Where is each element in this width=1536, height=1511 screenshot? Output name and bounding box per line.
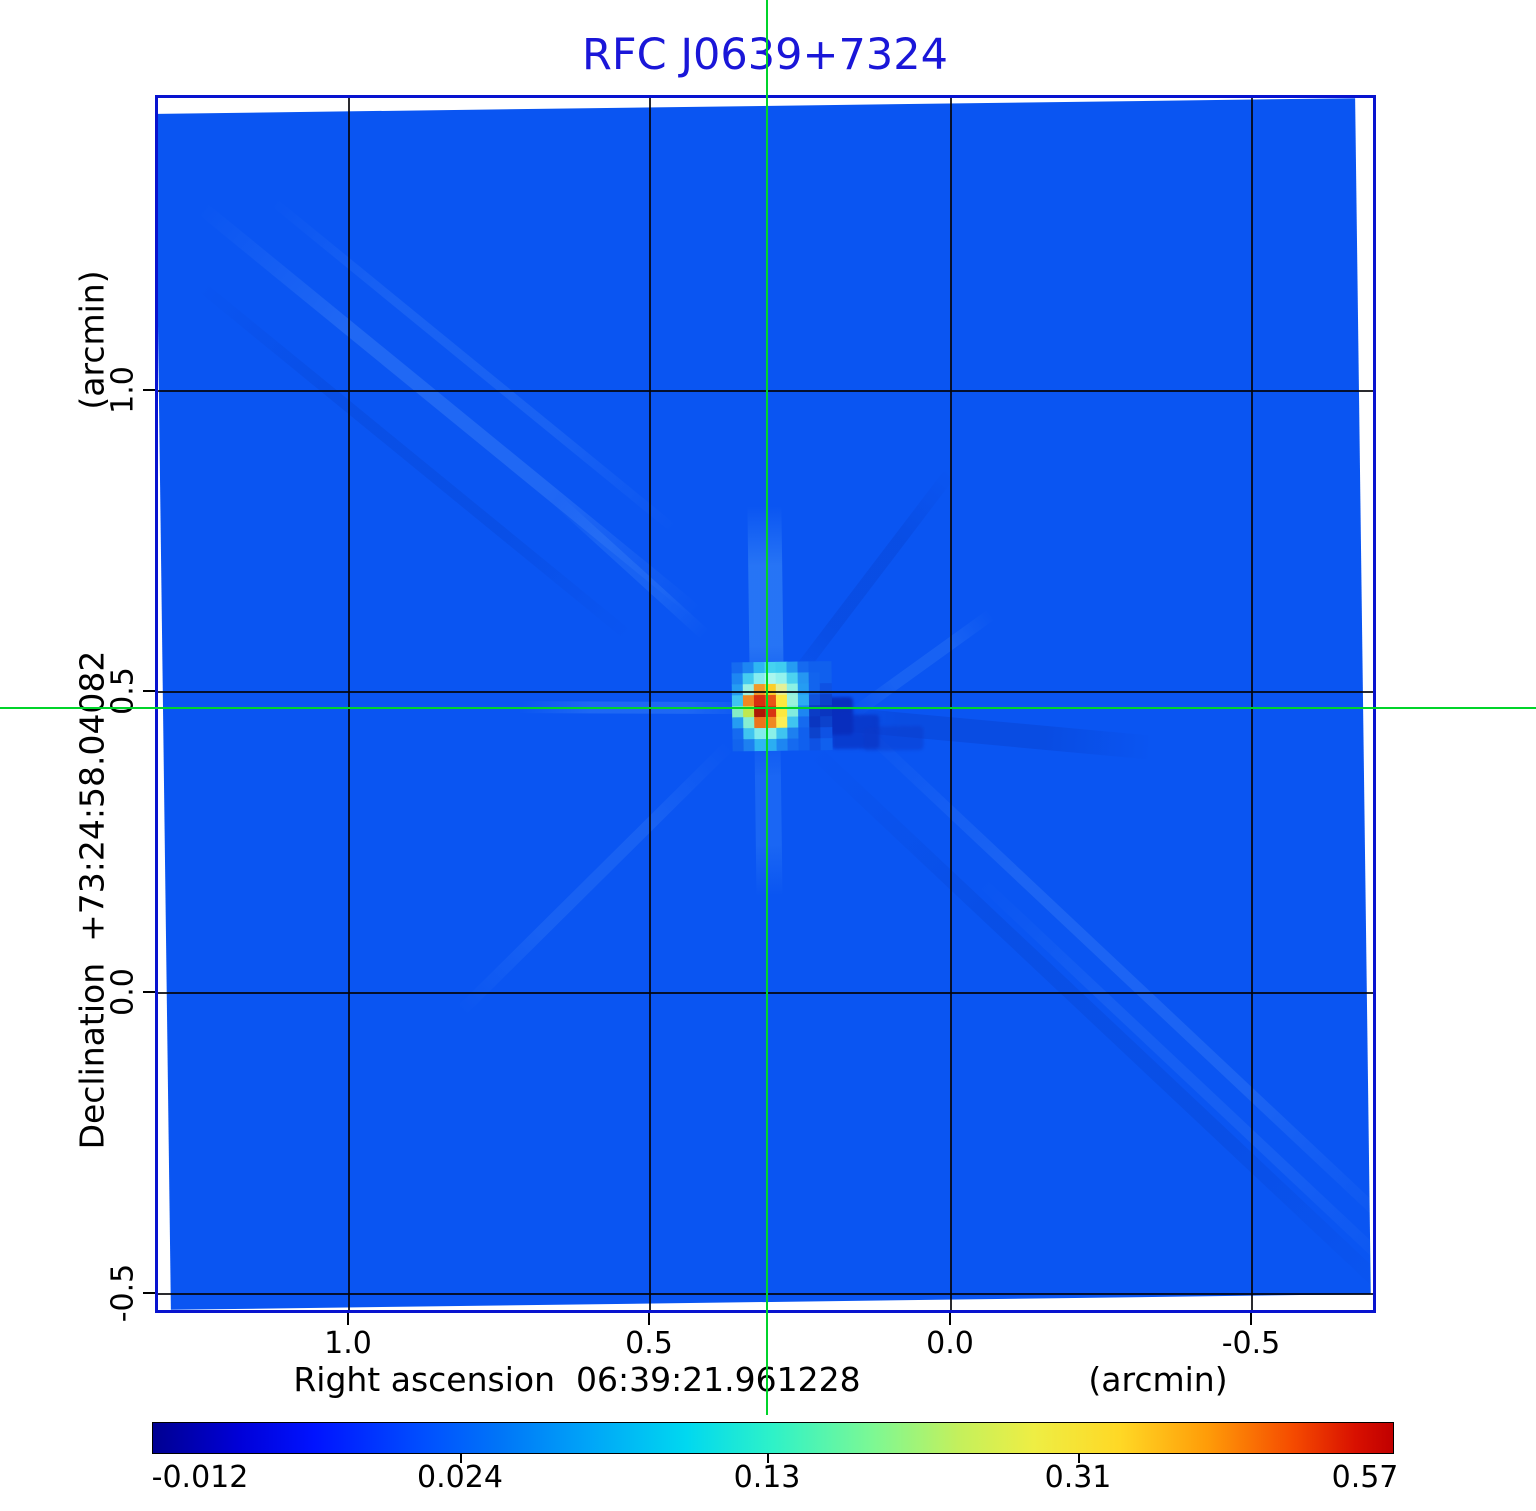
colorbar-label: 0.31 <box>1044 1460 1112 1495</box>
crosshair-vertical-line <box>766 0 769 1415</box>
x-axis-tick <box>949 1313 951 1325</box>
plot-title: RFC J0639+7324 <box>582 30 948 80</box>
y-axis-label: Declination +73:24:58.04082 <box>72 650 112 1150</box>
y-axis-tick <box>143 1292 155 1294</box>
grid-line-y <box>158 1293 1373 1295</box>
colorbar-label: 0.13 <box>733 1460 801 1495</box>
grid-line-y <box>158 992 1373 994</box>
colorbar-label: 0.024 <box>417 1460 503 1495</box>
grid-line-x <box>950 98 952 1310</box>
x-tick-label: -0.5 <box>1221 1326 1281 1361</box>
colorbar-tick <box>460 1453 462 1463</box>
y-axis-tick <box>143 991 155 993</box>
grid-line-x <box>1251 98 1253 1310</box>
grid-line-y <box>158 390 1373 392</box>
colorbar-label: -0.012 <box>151 1460 249 1495</box>
x-axis-tick <box>347 1313 349 1325</box>
x-tick-label: 1.0 <box>324 1326 372 1361</box>
colorbar-gradient <box>152 1422 1394 1454</box>
map-frame <box>155 95 1376 1313</box>
x-tick-label: 0.0 <box>926 1326 974 1361</box>
x-axis-label: Right ascension 06:39:21.961228 <box>293 1360 861 1399</box>
y-tick-label: -0.5 <box>105 1263 141 1323</box>
colorbar-tick <box>767 1453 769 1463</box>
x-tick-label: 0.5 <box>625 1326 673 1361</box>
colorbar-tick <box>1078 1453 1080 1463</box>
x-axis-unit: (arcmin) <box>1088 1360 1228 1399</box>
colorbar-label: 0.57 <box>1331 1460 1399 1495</box>
grid-line-x <box>348 98 350 1310</box>
grid-line-y <box>158 691 1373 693</box>
grid-line-x <box>649 98 651 1310</box>
x-axis-tick <box>1250 1313 1252 1325</box>
y-axis-tick <box>143 389 155 391</box>
grid-layer <box>158 98 1373 1310</box>
y-axis-tick <box>143 690 155 692</box>
x-axis-tick <box>648 1313 650 1325</box>
y-axis-unit: (arcmin) <box>72 270 112 410</box>
